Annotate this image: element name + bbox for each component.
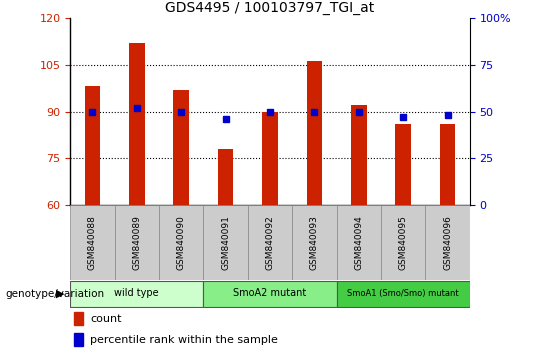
Bar [426,205,470,280]
Title: GDS4495 / 100103797_TGI_at: GDS4495 / 100103797_TGI_at [165,1,375,15]
Text: GSM840091: GSM840091 [221,215,230,270]
Bar [336,205,381,280]
Text: SmoA2 mutant: SmoA2 mutant [233,288,307,298]
Text: GSM840088: GSM840088 [88,215,97,270]
Bar [70,281,204,307]
Text: GSM840089: GSM840089 [132,215,141,270]
Text: genotype/variation: genotype/variation [5,289,105,299]
Bar [262,112,278,205]
Text: GSM840095: GSM840095 [399,215,408,270]
Bar [74,312,83,325]
Bar [248,205,292,280]
Bar [440,124,455,205]
Bar [129,43,145,205]
Text: wild type: wild type [114,288,159,298]
Text: GSM840090: GSM840090 [177,215,186,270]
Bar [292,205,336,280]
Bar [173,90,189,205]
Text: GSM840092: GSM840092 [266,215,274,270]
Bar [307,62,322,205]
Bar [218,149,233,205]
Bar [74,333,83,346]
Bar [70,205,114,280]
Text: percentile rank within the sample: percentile rank within the sample [90,335,278,345]
Text: SmoA1 (Smo/Smo) mutant: SmoA1 (Smo/Smo) mutant [347,289,459,298]
Bar [395,124,411,205]
Text: GSM840096: GSM840096 [443,215,452,270]
Bar [159,205,204,280]
Bar [336,281,470,307]
Bar [204,281,336,307]
Bar [114,205,159,280]
Bar [204,205,248,280]
Bar [381,205,426,280]
Text: count: count [90,314,122,324]
Text: GSM840094: GSM840094 [354,215,363,270]
Bar [351,105,367,205]
Text: GSM840093: GSM840093 [310,215,319,270]
Bar [85,86,100,205]
Text: ▶: ▶ [56,289,65,299]
